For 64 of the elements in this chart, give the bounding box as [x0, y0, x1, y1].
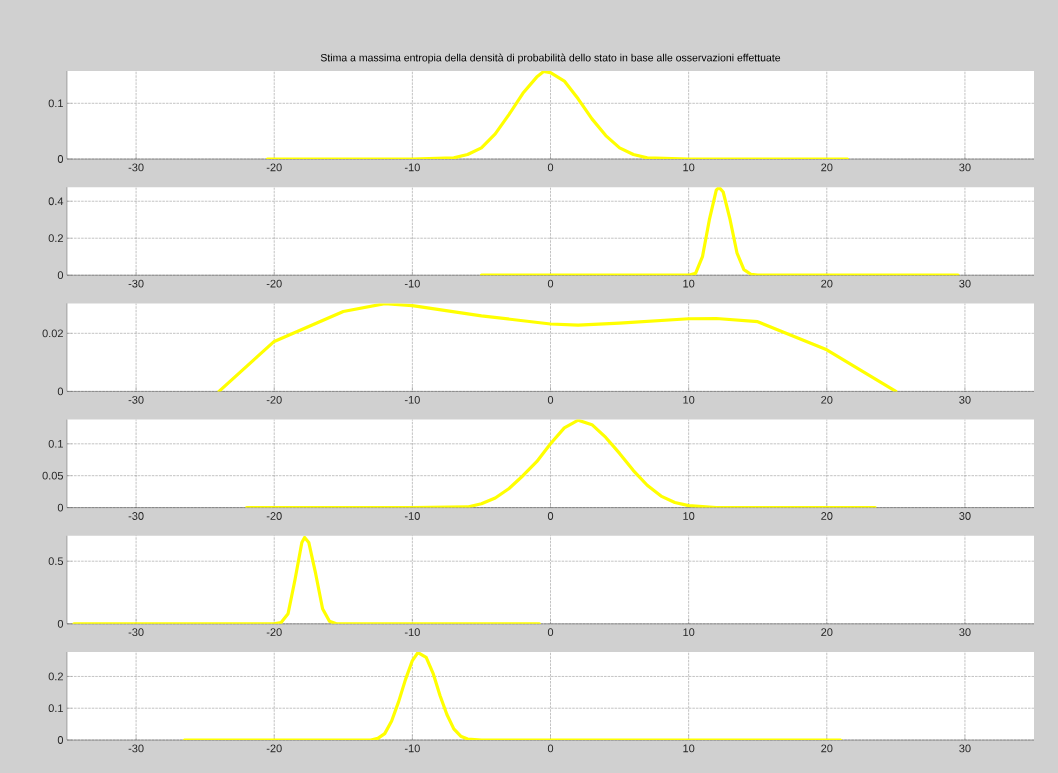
y-tick-label: 0	[57, 619, 64, 628]
x-tick-label: 0	[547, 628, 554, 637]
y-tick-label: 0.5	[48, 557, 64, 566]
x-tick-label: 0	[547, 512, 554, 520]
y-tick-label: 0.2	[48, 672, 63, 681]
y-tick-label: 0.02	[42, 329, 63, 338]
x-tick-label: 30	[959, 279, 971, 288]
x-tick-label: 20	[821, 744, 833, 753]
x-tick-label: 20	[821, 279, 833, 288]
x-tick-label: 20	[821, 512, 833, 520]
x-tick-label: 10	[683, 279, 695, 288]
y-tick-label: 0.4	[48, 197, 64, 206]
x-tick-label: 0	[547, 744, 554, 753]
x-tick-label: -10	[404, 628, 420, 637]
x-tick-label: 20	[821, 395, 833, 404]
x-tick-label: -20	[266, 163, 282, 172]
x-tick-label: 30	[959, 395, 971, 404]
x-tick-label: -20	[266, 279, 282, 288]
x-tick-label: 10	[683, 512, 695, 520]
x-tick-label: -30	[128, 395, 144, 404]
y-tick-label: 0.1	[48, 439, 63, 448]
line-series	[244, 419, 877, 508]
x-tick-label: 0	[547, 395, 554, 404]
x-tick-label: -20	[266, 512, 282, 520]
x-tick-label: 10	[683, 628, 695, 637]
line-series	[72, 535, 542, 624]
x-tick-label: -30	[128, 512, 144, 520]
x-tick-label: -10	[404, 395, 420, 404]
x-tick-label: 30	[959, 512, 971, 520]
x-tick-label: -10	[404, 744, 420, 753]
y-tick-label: 0.05	[42, 471, 64, 480]
line-series	[265, 70, 850, 159]
x-tick-label: 10	[683, 163, 695, 172]
x-tick-label: -30	[128, 628, 144, 637]
x-tick-label: -10	[404, 279, 420, 288]
x-tick-label: 10	[683, 744, 695, 753]
x-tick-label: -20	[266, 395, 282, 404]
y-tick-label: 0.1	[48, 99, 63, 108]
x-tick-label: -10	[404, 163, 420, 172]
y-tick-label: 0	[57, 387, 64, 396]
x-tick-label: 30	[959, 163, 971, 172]
x-tick-label: 30	[959, 744, 971, 753]
x-tick-label: -30	[128, 744, 144, 753]
x-tick-label: 20	[821, 163, 833, 172]
chart-title: Stima a massima entropia della densità di probabilità dello stato in base alle osservazioni effettuate	[320, 53, 781, 64]
x-tick-label: -20	[266, 628, 282, 637]
x-tick-label: -20	[266, 744, 282, 753]
x-tick-label: -30	[128, 163, 144, 172]
y-tick-label: 0	[57, 155, 64, 163]
x-tick-label: -10	[404, 512, 420, 520]
line-series	[217, 303, 898, 392]
line-series	[479, 187, 960, 276]
y-tick-label: 0.1	[48, 704, 63, 713]
x-tick-label: 20	[821, 628, 833, 637]
x-tick-label: 0	[547, 279, 554, 288]
y-tick-label: 0	[57, 736, 64, 744]
x-tick-label: 30	[959, 628, 971, 637]
y-tick-label: 0	[57, 503, 64, 512]
x-tick-label: 10	[683, 395, 695, 404]
y-tick-label: 0.2	[48, 234, 63, 243]
y-tick-label: 0	[57, 271, 64, 280]
x-tick-label: 0	[547, 163, 554, 172]
x-tick-label: -30	[128, 279, 144, 288]
line-series	[182, 651, 843, 740]
